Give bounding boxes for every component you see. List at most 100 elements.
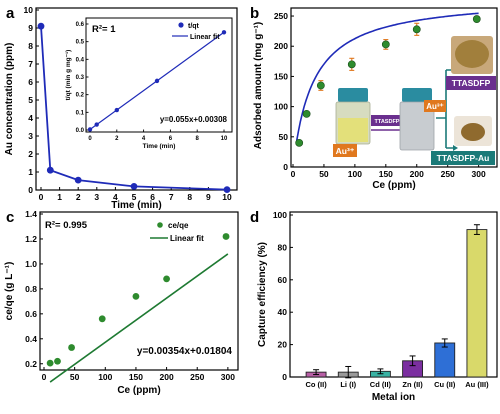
panel-a-x-tick-label: 10 (222, 192, 232, 202)
panel-c-legend-label-0: ce/qe (168, 221, 189, 230)
panel-d-x-tick-label: Li (I) (340, 380, 356, 389)
panel-b-x-tick-label: 50 (319, 169, 329, 179)
panel-d-bar (434, 342, 456, 378)
panel-d-x-axis-label: Metal ion (372, 392, 415, 403)
panel-a-inset-x-tick-label: 4 (142, 136, 146, 142)
panel-a-x-tick-label: 1 (57, 192, 62, 202)
panel-b-letter: b (250, 5, 259, 22)
panel-b-y-tick-label: 200 (274, 41, 288, 51)
panel-c-letter: c (6, 209, 14, 226)
panel-d-y-axis-label: Capture efficiency (%) (257, 242, 268, 347)
panel-c-data-point (222, 233, 230, 240)
panel-a-data-point (37, 22, 45, 30)
panel-b-y-tick-label: 0 (283, 162, 288, 172)
panel-a-data-point (46, 166, 54, 174)
panel-b-y-axis-label: Adsorbed amount (mg g⁻¹) (253, 22, 264, 150)
panel-a-inset-data-point (114, 107, 120, 113)
panel-c-data-point (54, 357, 61, 365)
panel-a-data-point (223, 186, 231, 194)
panel-b-product-tag-1 (446, 76, 496, 90)
panel-b-data-point (381, 40, 390, 49)
panel-a-inset-legend-label-1: Linear fit (190, 34, 220, 41)
panel-b-data-point (472, 15, 481, 23)
panel-a-inset-x-tick-label: 6 (169, 136, 173, 142)
panel-c-x-tick-label: 250 (190, 372, 204, 382)
panel-a-inset-data-point (221, 30, 227, 35)
panel-c-x-tick-label: 50 (70, 372, 80, 382)
panel-d-y-tick-label: 60 (278, 275, 288, 285)
panel-c-y-tick-label: 1.4 (25, 209, 37, 219)
panel-a-x-tick-label: 4 (113, 192, 118, 202)
panel-a-inset-y-tick-label: 0.0 (76, 128, 85, 134)
panel-b-plot-frame (290, 7, 498, 168)
panel-a-inset-legend-marker (178, 22, 184, 28)
panel-b-data-point (295, 138, 304, 147)
panel-c-plot-frame (39, 211, 239, 371)
panel-b-vial-liquid-icon (338, 118, 368, 142)
panel-c-fit-line (49, 253, 229, 383)
panel-b-x-tick-label: 200 (410, 169, 424, 179)
panel-d-x-tick-label: Au (III) (465, 380, 489, 389)
panel-a-y-tick-label: 4 (28, 113, 33, 123)
panel-a-letter: a (6, 5, 15, 22)
panel-b-product-tag-1-text: TTASDFP (452, 78, 491, 88)
panel-c-x-tick-label: 0 (42, 372, 47, 382)
panel-b-data-point (316, 81, 325, 90)
panel-c-x-tick-label: 200 (159, 372, 173, 382)
panel-b-au-tag-1-text: Au³⁺ (336, 146, 355, 156)
panel-a-y-tick-label: 0 (28, 185, 33, 195)
panel-a-x-tick-label: 8 (187, 192, 192, 202)
panel-b-y-tick-label: 100 (274, 102, 288, 112)
panel-a-x-tick-label: 2 (76, 192, 81, 202)
panel-b-fit-curve (295, 12, 479, 141)
panel-a-inset-r2: R²= 1 (92, 24, 116, 35)
panel-a-inset-legend-label-0: t/qt (188, 23, 200, 30)
panel-b-arrow-3-head-icon (453, 145, 458, 151)
panel-c-data-point (163, 275, 170, 283)
panel-a-y-tick-label: 5 (28, 95, 33, 105)
panel-b-vial-cap-icon (338, 88, 368, 102)
panel-b-y-tick-label: 250 (274, 11, 288, 21)
panel-a-inset-y-tick-label: 0.3 (76, 75, 85, 81)
panel-a-y-tick-label: 6 (28, 77, 33, 87)
panel-b-reagent-tag-text: TTASDFP (375, 119, 400, 125)
panel-b-au-tag-2-text: Au³⁺ (426, 102, 444, 111)
panel-a-data-point (130, 183, 138, 190)
panel-d-x-tick-label: Cu (II) (434, 380, 456, 389)
panel-d-y-tick-label: 20 (278, 340, 288, 350)
panel-a-inset-x-tick-label: 0 (88, 136, 92, 142)
panel-c-equation: y=0.00354x+0.01804 (137, 346, 233, 357)
panel-c-y-tick-label: 0.6 (25, 309, 37, 319)
panel-b-data-point (302, 109, 311, 118)
panel-c-data-point (46, 359, 54, 367)
panel-a-x-axis-label: Time (min) (111, 200, 161, 211)
panel-c-y-axis-label: ce/qe (g L⁻¹) (4, 262, 15, 321)
panel-a-y-tick-label: 10 (24, 5, 34, 15)
panel-a-inset-y-tick-label: 0.2 (76, 93, 85, 99)
panel-a-inset-data-point (87, 127, 93, 132)
panel-b-product-tag-2 (431, 151, 495, 165)
panel-d-y-tick-label: 100 (273, 210, 287, 220)
panel-c-x-tick-label: 300 (221, 372, 235, 382)
panel-c-legend-marker (157, 222, 163, 228)
panel-c-y-tick-label: 1.0 (25, 259, 37, 269)
panel-a-inset-y-tick-label: 0.1 (76, 110, 85, 116)
panel-a-inset-x-tick-label: 2 (115, 136, 119, 142)
panel-a-inset-x-axis-label: Time (min) (143, 143, 176, 150)
panel-d-y-tick-label: 80 (278, 242, 288, 252)
panel-c-data-point (68, 344, 75, 351)
panel-a-inset-x-tick-label: 8 (196, 136, 200, 142)
panel-b-y-tick-label: 50 (279, 132, 289, 142)
panel-a-inset-equation: y=0.055x+0.00308 (160, 115, 228, 124)
panel-a-inset-data-point (154, 78, 160, 84)
panel-a-inset-x-tick-label: 10 (221, 136, 228, 142)
panel-a-y-axis-label: Au concentration (ppm) (4, 43, 15, 156)
panel-b-au-powder-icon (461, 123, 485, 141)
panel-b-product-tag-2-text: TTASDFP-Au (437, 153, 490, 163)
panel-a-y-tick-label: 7 (28, 59, 33, 69)
panel-d-y-tick-label: 0 (282, 372, 287, 382)
panel-b-x-tick-label: 300 (472, 169, 486, 179)
panel-c-x-axis-label: Ce (ppm) (117, 385, 160, 396)
panel-b-x-tick-label: 150 (379, 169, 393, 179)
panel-d-x-tick-label: Cd (II) (370, 380, 392, 389)
